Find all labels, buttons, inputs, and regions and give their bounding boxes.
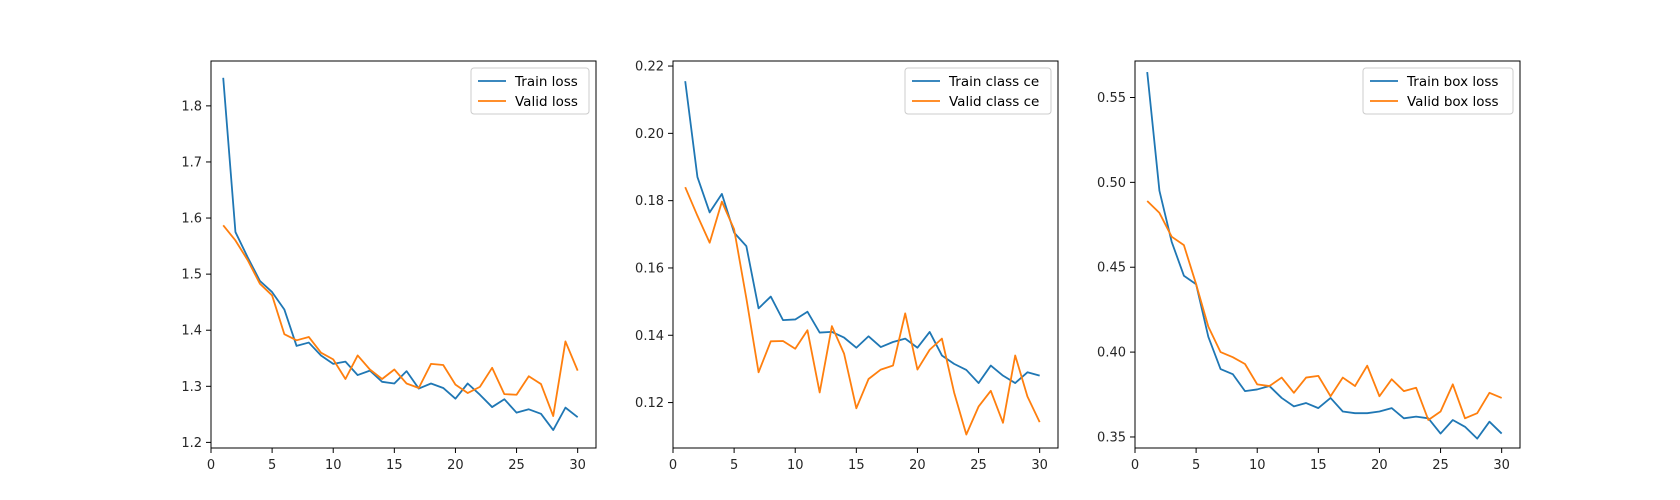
- x-tick-label: 30: [569, 458, 586, 473]
- series-line-train: [1146, 71, 1503, 440]
- x-tick-label: 10: [787, 458, 804, 473]
- x-tick-label: 10: [325, 458, 342, 473]
- legend: Train box loss Valid box loss: [1362, 67, 1514, 115]
- y-tick-label: 0.40: [1097, 346, 1126, 361]
- y-tick-label: 0.20: [635, 127, 664, 142]
- plot-area-frame: [1134, 60, 1521, 449]
- x-tick-label: 20: [909, 458, 926, 473]
- x-tick-label: 30: [1493, 458, 1510, 473]
- y-tick-label: 1.2: [181, 436, 202, 451]
- y-tick-label: 0.18: [635, 194, 664, 209]
- x-tick-label: 5: [268, 458, 276, 473]
- y-tick-label: 1.4: [181, 324, 202, 339]
- x-tick-label: 5: [1192, 458, 1200, 473]
- legend-label-train: Train loss: [514, 74, 578, 90]
- y-tick-label: 0.55: [1097, 91, 1126, 106]
- y-tick-label: 0.50: [1097, 176, 1126, 191]
- y-tick-label: 1.3: [181, 380, 202, 395]
- plot-area-frame: [210, 60, 597, 449]
- y-tick-label: 1.5: [181, 268, 202, 283]
- x-tick-label: 30: [1031, 458, 1048, 473]
- x-tick-label: 15: [848, 458, 865, 473]
- legend-label-valid: Valid class ce: [949, 94, 1039, 110]
- y-tick-label: 0.16: [635, 261, 664, 276]
- x-tick-label: 25: [1432, 458, 1449, 473]
- x-tick-label: 10: [1249, 458, 1266, 473]
- subplot-box-loss: 0 5 10 15 20 25 30 0.35 0.40 0.45 0.50 0.55 Train bo…: [1097, 60, 1521, 473]
- legend-box: [470, 67, 590, 115]
- y-tick-label: 0.12: [635, 396, 664, 411]
- x-tick-label: 5: [730, 458, 738, 473]
- x-tick-label: 0: [669, 458, 677, 473]
- subplot-class-ce: 0 5 10 15 20 25 30 0.12 0.14 0.16 0.18 0.20 0.22 Trai…: [635, 60, 1059, 473]
- series-line-train: [684, 81, 1040, 384]
- y-tick-label: 0.45: [1097, 261, 1126, 276]
- x-tick-label: 25: [970, 458, 987, 473]
- legend-label-train: Train class ce: [948, 74, 1039, 90]
- series-line-valid: [1146, 200, 1503, 421]
- plot-area-frame: [672, 60, 1059, 449]
- legend: Train loss Valid loss: [470, 67, 590, 115]
- series-line-valid: [222, 224, 579, 417]
- legend-label-valid: Valid box loss: [1407, 94, 1499, 110]
- x-tick-label: 15: [1310, 458, 1327, 473]
- x-tick-label: 20: [447, 458, 464, 473]
- legend-label-train: Train box loss: [1406, 74, 1498, 90]
- legend: Train class ce Valid class ce: [904, 67, 1052, 115]
- y-tick-label: 0.22: [635, 60, 664, 75]
- x-tick-label: 25: [508, 458, 525, 473]
- y-tick-label: 1.6: [181, 212, 202, 227]
- y-tick-label: 0.35: [1097, 430, 1126, 445]
- legend-box: [1362, 67, 1514, 115]
- legend-label-valid: Valid loss: [515, 94, 578, 110]
- legend-box: [904, 67, 1052, 115]
- y-tick-label: 1.7: [181, 155, 202, 170]
- y-tick-label: 1.8: [181, 99, 202, 114]
- x-tick-label: 15: [386, 458, 403, 473]
- x-tick-label: 0: [1131, 458, 1139, 473]
- y-tick-label: 0.14: [635, 329, 664, 344]
- subplot-total-loss: 0 5 10 15 20 25 30 1.2 1.3 1.4 1.5 1.6 1.7 1.8 Train l…: [181, 60, 597, 473]
- series-line-valid: [684, 186, 1041, 436]
- x-tick-label: 0: [207, 458, 215, 473]
- x-tick-label: 20: [1371, 458, 1388, 473]
